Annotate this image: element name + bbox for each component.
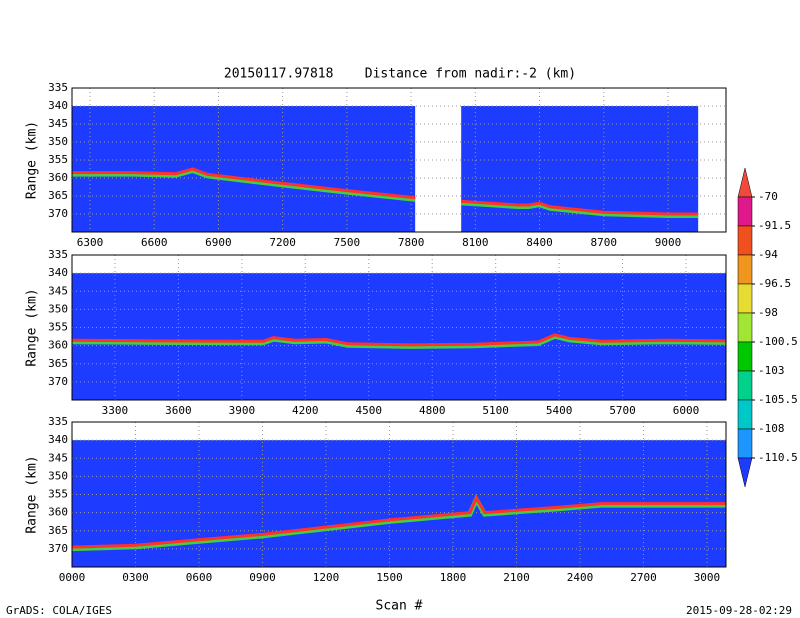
footer-left: GrADS: COLA/IGES [6, 604, 112, 617]
colorbar-box [737, 283, 753, 314]
plot-border [71, 87, 727, 233]
x-tick-label: 7800 [398, 236, 425, 249]
y-tick-label: 350 [48, 135, 68, 148]
y-tick-label: 370 [48, 542, 68, 555]
y-tick-label: 345 [48, 284, 68, 297]
colorbar-cap [737, 167, 753, 198]
colorbar-box [737, 399, 753, 430]
x-tick-label: 0000 [59, 571, 86, 584]
surface-line [461, 199, 699, 216]
x-tick-label: 6900 [205, 236, 232, 249]
colorbar-box [737, 370, 753, 401]
x-axis-label: Scan # [376, 599, 423, 614]
x-tick-label: 2400 [567, 571, 594, 584]
y-tick-label: 355 [48, 321, 68, 334]
y-tick-label: 340 [48, 266, 68, 279]
x-tick-label: 3600 [165, 404, 192, 417]
y-tick-label: 340 [48, 433, 68, 446]
y-tick-label: 350 [48, 302, 68, 315]
data-region [72, 273, 726, 400]
surface-line [71, 333, 727, 347]
y-tick-label: 350 [48, 469, 68, 482]
x-tick-label: 1800 [440, 571, 467, 584]
x-tick-label: 6000 [673, 404, 700, 417]
colorbar-label: -94 [758, 248, 778, 261]
x-tick-label: 1200 [313, 571, 340, 584]
plot-border [71, 254, 727, 401]
surface-line [72, 167, 416, 200]
y-tick-label: 370 [48, 375, 68, 388]
y-tick-label: 365 [48, 357, 68, 370]
x-tick-label: 0300 [122, 571, 149, 584]
colorbar-box [737, 225, 753, 256]
chart-title: 20150117.97818 Distance from nadir:-2 (k… [224, 67, 576, 82]
plot-border [71, 421, 727, 568]
colorbar-box [737, 341, 753, 372]
y-tick-label: 365 [48, 524, 68, 537]
y-axis-label: Range (km) [25, 455, 40, 533]
x-tick-label: 0900 [249, 571, 276, 584]
y-tick-label: 370 [48, 207, 68, 220]
x-tick-label: 3300 [102, 404, 129, 417]
y-tick-label: 360 [48, 339, 68, 352]
x-tick-label: 2100 [503, 571, 530, 584]
y-axis-label: Range (km) [25, 288, 40, 366]
x-tick-label: 8100 [462, 236, 489, 249]
x-tick-label: 6600 [141, 236, 168, 249]
colorbar-label: -100.5 [758, 335, 798, 348]
data-region [72, 106, 416, 232]
x-tick-label: 6300 [77, 236, 104, 249]
x-tick-label: 8400 [526, 236, 553, 249]
y-tick-label: 345 [48, 451, 68, 464]
x-tick-label: 7200 [269, 236, 296, 249]
x-tick-label: 1500 [376, 571, 403, 584]
colorbar-label: -91.5 [758, 219, 791, 232]
colorbar-label: -108 [758, 422, 785, 435]
colorbar-label: -96.5 [758, 277, 791, 290]
x-tick-label: 3000 [694, 571, 721, 584]
y-axis-label: Range (km) [25, 121, 40, 199]
y-tick-label: 340 [48, 99, 68, 112]
y-tick-label: 360 [48, 171, 68, 184]
colorbar-box [737, 428, 753, 459]
x-tick-label: 7500 [334, 236, 361, 249]
x-tick-label: 9000 [655, 236, 682, 249]
x-tick-label: 5100 [482, 404, 509, 417]
colorbar-box [737, 312, 753, 343]
footer-right: 2015-09-28-02:29 [686, 604, 792, 617]
y-tick-label: 355 [48, 488, 68, 501]
colorbar-box [737, 196, 753, 227]
x-tick-label: 4200 [292, 404, 319, 417]
colorbar-cap [737, 457, 753, 488]
y-tick-label: 335 [48, 248, 68, 261]
colorbar-label: -110.5 [758, 451, 798, 464]
x-tick-label: 8700 [591, 236, 618, 249]
x-tick-label: 4500 [356, 404, 383, 417]
y-tick-label: 365 [48, 189, 68, 202]
y-tick-label: 355 [48, 153, 68, 166]
x-tick-label: 5400 [546, 404, 573, 417]
colorbar-label: -103 [758, 364, 785, 377]
y-tick-label: 335 [48, 81, 68, 94]
x-tick-label: 4800 [419, 404, 446, 417]
x-tick-label: 3900 [229, 404, 256, 417]
colorbar-label: -98 [758, 306, 778, 319]
y-tick-label: 360 [48, 506, 68, 519]
colorbar-box [737, 254, 753, 285]
y-tick-label: 335 [48, 415, 68, 428]
colorbar-label: -70 [758, 190, 778, 203]
x-tick-label: 5700 [609, 404, 636, 417]
colorbar-label: -105.5 [758, 393, 798, 406]
x-tick-label: 0600 [186, 571, 213, 584]
x-tick-label: 2700 [630, 571, 657, 584]
y-tick-label: 345 [48, 117, 68, 130]
surface-line [71, 494, 726, 549]
